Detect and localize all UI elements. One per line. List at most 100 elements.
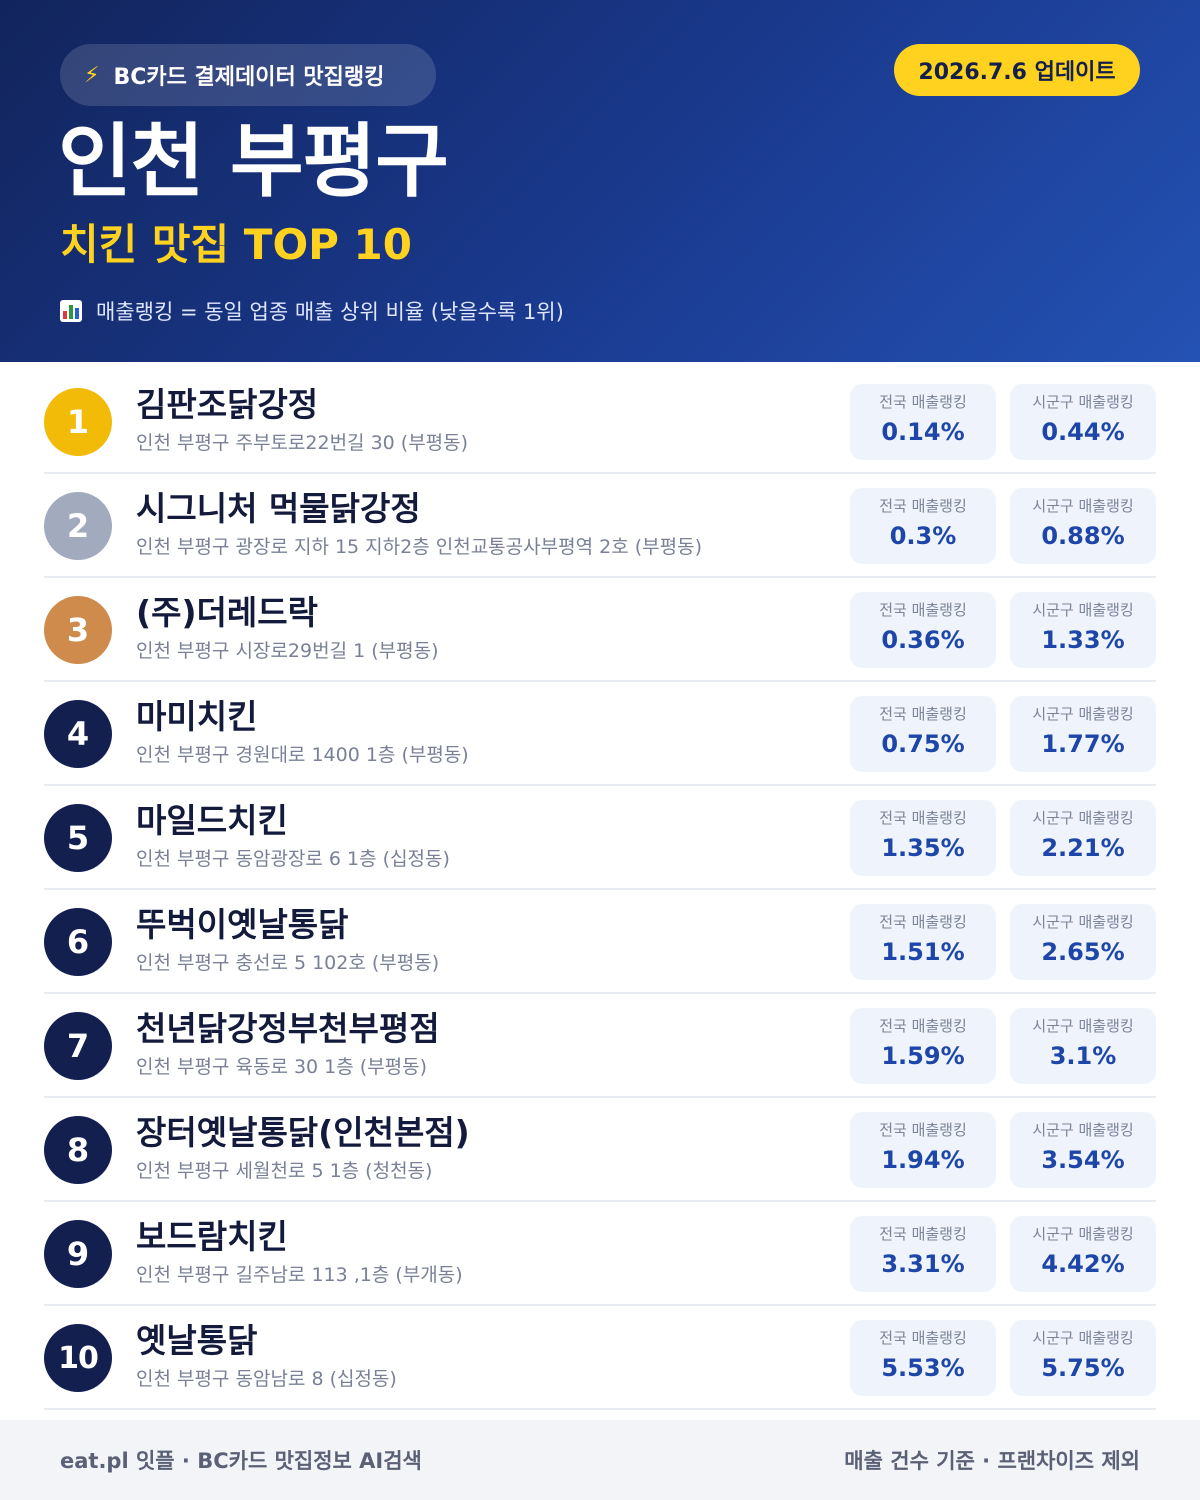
source-label: BC카드 결제데이터 맛집랭킹 xyxy=(113,65,385,90)
category-title: 치킨 맛집 TOP 10 xyxy=(60,220,413,269)
stat-value: 1.35% xyxy=(881,834,965,862)
stat-label: 시군구 매출랭킹 xyxy=(1032,497,1134,515)
stat-value: 1.59% xyxy=(881,1042,965,1070)
stat-label: 시군구 매출랭킹 xyxy=(1032,1329,1134,1347)
local-ranking-card: 시군구 매출랭킹 4.42% xyxy=(1010,1216,1156,1292)
stat-label: 전국 매출랭킹 xyxy=(879,1329,967,1347)
rank-badge: 8 xyxy=(44,1116,112,1184)
restaurant-name[interactable]: 마일드치킨 xyxy=(136,801,288,840)
footer-source: eat.pl 잇플 · BC카드 맛집정보 AI검색 xyxy=(60,1449,422,1473)
stat-label: 시군구 매출랭킹 xyxy=(1032,393,1134,411)
local-ranking-card: 시군구 매출랭킹 0.44% xyxy=(1010,384,1156,460)
rank-badge: 9 xyxy=(44,1220,112,1288)
lightning-bolt-icon: ⚡ xyxy=(84,62,100,88)
rank-badge: 7 xyxy=(44,1012,112,1080)
stat-value: 1.51% xyxy=(881,938,965,966)
stat-label: 전국 매출랭킹 xyxy=(879,601,967,619)
local-ranking-card: 시군구 매출랭킹 0.88% xyxy=(1010,488,1156,564)
restaurant-list: 1 김판조닭강정 인천 부평구 주부토로22번길 30 (부평동) 전국 매출랭킹 0.… xyxy=(44,370,1156,1410)
local-ranking-card: 시군구 매출랭킹 1.33% xyxy=(1010,592,1156,668)
national-ranking-card: 전국 매출랭킹 1.51% xyxy=(850,904,996,980)
bar-chart-icon xyxy=(60,300,82,322)
restaurant-name[interactable]: 천년닭강정부천부평점 xyxy=(136,1009,440,1048)
stat-label: 시군구 매출랭킹 xyxy=(1032,809,1134,827)
stat-label: 전국 매출랭킹 xyxy=(879,913,967,931)
rank-badge: 1 xyxy=(44,388,112,456)
restaurant-name[interactable]: 시그니처 먹물닭강정 xyxy=(136,489,421,528)
rank-badge: 3 xyxy=(44,596,112,664)
stat-label: 전국 매출랭킹 xyxy=(879,497,967,515)
local-ranking-card: 시군구 매출랭킹 3.1% xyxy=(1010,1008,1156,1084)
restaurant-name[interactable]: 마미치킨 xyxy=(136,697,258,736)
restaurant-name[interactable]: 보드람치킨 xyxy=(136,1217,288,1256)
rank-badge: 6 xyxy=(44,908,112,976)
stat-label: 전국 매출랭킹 xyxy=(879,1121,967,1139)
stat-value: 1.77% xyxy=(1041,730,1125,758)
list-item[interactable]: 2 시그니처 먹물닭강정 인천 부평구 광장로 지하 15 지하2층 인천교통공사부… xyxy=(44,474,1156,578)
national-ranking-card: 전국 매출랭킹 1.35% xyxy=(850,800,996,876)
rank-badge: 5 xyxy=(44,804,112,872)
footer-note: 매출 건수 기준 · 프랜차이즈 제외 xyxy=(844,1449,1140,1473)
stat-label: 전국 매출랭킹 xyxy=(879,1225,967,1243)
region-title: 인천 부평구 xyxy=(58,115,449,208)
restaurant-address: 인천 부평구 경원대로 1400 1층 (부평동) xyxy=(136,744,469,766)
legend-text: 매출랭킹 = 동일 업종 매출 상위 비율 (낮을수록 1위) xyxy=(96,300,564,324)
footer: eat.pl 잇플 · BC카드 맛집정보 AI검색 매출 건수 기준 · 프랜… xyxy=(0,1420,1200,1500)
stat-value: 3.31% xyxy=(881,1250,965,1278)
rank-badge: 4 xyxy=(44,700,112,768)
stat-label: 시군구 매출랭킹 xyxy=(1032,913,1134,931)
stat-label: 전국 매출랭킹 xyxy=(879,393,967,411)
national-ranking-card: 전국 매출랭킹 5.53% xyxy=(850,1320,996,1396)
restaurant-name[interactable]: 김판조닭강정 xyxy=(136,385,319,424)
local-ranking-card: 시군구 매출랭킹 1.77% xyxy=(1010,696,1156,772)
stat-value: 3.54% xyxy=(1041,1146,1125,1174)
stat-value: 5.75% xyxy=(1041,1354,1125,1382)
restaurant-address: 인천 부평구 육동로 30 1층 (부평동) xyxy=(136,1056,428,1078)
header-banner: ⚡ BC카드 결제데이터 맛집랭킹 2026.7.6 업데이트 인천 부평구 치… xyxy=(0,0,1200,362)
stat-value: 0.14% xyxy=(881,418,965,446)
update-date-badge: 2026.7.6 업데이트 xyxy=(894,44,1140,96)
national-ranking-card: 전국 매출랭킹 1.59% xyxy=(850,1008,996,1084)
restaurant-address: 인천 부평구 동암광장로 6 1층 (십정동) xyxy=(136,848,450,870)
restaurant-address: 인천 부평구 광장로 지하 15 지하2층 인천교통공사부평역 2호 (부평동) xyxy=(136,536,702,558)
local-ranking-card: 시군구 매출랭킹 3.54% xyxy=(1010,1112,1156,1188)
stat-label: 시군구 매출랭킹 xyxy=(1032,601,1134,619)
stat-value: 5.53% xyxy=(881,1354,965,1382)
list-item[interactable]: 8 장터옛날통닭(인천본점) 인천 부평구 세월천로 5 1층 (청천동) 전국 매출… xyxy=(44,1098,1156,1202)
restaurant-address: 인천 부평구 길주남로 113 ,1층 (부개동) xyxy=(136,1264,463,1286)
stat-label: 전국 매출랭킹 xyxy=(879,809,967,827)
restaurant-name[interactable]: (주)더레드락 xyxy=(136,593,318,632)
restaurant-name[interactable]: 장터옛날통닭(인천본점) xyxy=(136,1113,470,1152)
national-ranking-card: 전국 매출랭킹 0.75% xyxy=(850,696,996,772)
stat-label: 전국 매출랭킹 xyxy=(879,1017,967,1035)
national-ranking-card: 전국 매출랭킹 0.36% xyxy=(850,592,996,668)
stat-label: 시군구 매출랭킹 xyxy=(1032,705,1134,723)
list-item[interactable]: 6 뚜벅이옛날통닭 인천 부평구 충선로 5 102호 (부평동) 전국 매출랭킹 1.… xyxy=(44,890,1156,994)
restaurant-address: 인천 부평구 동암남로 8 (십정동) xyxy=(136,1368,397,1390)
restaurant-name[interactable]: 뚜벅이옛날통닭 xyxy=(136,905,349,944)
stat-value: 4.42% xyxy=(1041,1250,1125,1278)
list-item[interactable]: 3 (주)더레드락 인천 부평구 시장로29번길 1 (부평동) 전국 매출랭킹 0.3… xyxy=(44,578,1156,682)
stat-value: 3.1% xyxy=(1049,1042,1117,1070)
national-ranking-card: 전국 매출랭킹 1.94% xyxy=(850,1112,996,1188)
restaurant-name[interactable]: 옛날통닭 xyxy=(136,1321,258,1360)
national-ranking-card: 전국 매출랭킹 0.14% xyxy=(850,384,996,460)
stat-value: 1.94% xyxy=(881,1146,965,1174)
restaurant-address: 인천 부평구 주부토로22번길 30 (부평동) xyxy=(136,432,469,454)
stat-label: 시군구 매출랭킹 xyxy=(1032,1121,1134,1139)
list-item[interactable]: 10 옛날통닭 인천 부평구 동암남로 8 (십정동) 전국 매출랭킹 5.53% 시군구… xyxy=(44,1306,1156,1410)
stat-label: 전국 매출랭킹 xyxy=(879,705,967,723)
stat-value: 1.33% xyxy=(1041,626,1125,654)
national-ranking-card: 전국 매출랭킹 3.31% xyxy=(850,1216,996,1292)
local-ranking-card: 시군구 매출랭킹 2.21% xyxy=(1010,800,1156,876)
stat-value: 0.36% xyxy=(881,626,965,654)
local-ranking-card: 시군구 매출랭킹 5.75% xyxy=(1010,1320,1156,1396)
local-ranking-card: 시군구 매출랭킹 2.65% xyxy=(1010,904,1156,980)
stat-value: 0.88% xyxy=(1041,522,1125,550)
stat-value: 0.44% xyxy=(1041,418,1125,446)
